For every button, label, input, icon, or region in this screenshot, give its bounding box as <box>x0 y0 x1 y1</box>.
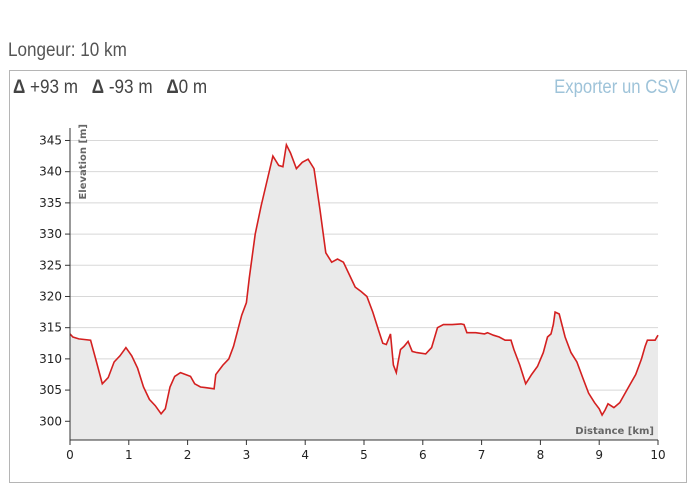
x-tick-label: 6 <box>419 448 427 462</box>
delta-icon: Δ <box>91 77 105 98</box>
delta-icon: Δ <box>13 77 26 98</box>
y-tick-label: 300 <box>39 414 62 428</box>
export-csv-link[interactable]: Exporter un CSV <box>554 77 680 98</box>
x-tick-label: 10 <box>650 448 665 462</box>
y-tick-label: 320 <box>39 289 62 303</box>
chart-axes <box>65 128 659 445</box>
x-tick-label: 1 <box>125 448 133 462</box>
x-tick-label: 2 <box>184 448 192 462</box>
y-tick-label: 315 <box>39 321 62 335</box>
x-axis-title: Distance [km] <box>575 426 654 437</box>
y-tick-label: 340 <box>39 165 62 179</box>
elevation-gain: Δ +93 m <box>13 77 78 98</box>
elevation-panel: Δ +93 m Δ -93 m Δ0 m Exporter un CSV <box>9 70 687 483</box>
x-tick-label: 8 <box>537 448 545 462</box>
y-tick-label: 330 <box>39 227 62 241</box>
elevation-line <box>69 142 659 417</box>
elevation-loss-value: -93 m <box>108 77 153 98</box>
x-tick-label: 0 <box>66 448 74 462</box>
route-length: Longeur: 10 km <box>8 40 127 61</box>
elevation-area <box>70 144 658 441</box>
y-tick-label: 310 <box>39 352 62 366</box>
x-tick-label: 3 <box>243 448 251 462</box>
elevation-net: Δ0 m <box>166 77 207 98</box>
y-tick-label: 345 <box>39 133 62 147</box>
delta-icon: Δ <box>166 77 179 98</box>
elevation-loss: Δ -93 m <box>92 77 153 98</box>
y-axis-title: Elevation [m] <box>78 124 89 200</box>
y-tick-label: 325 <box>39 258 62 272</box>
y-tick-label: 335 <box>39 196 62 210</box>
x-tick-label: 7 <box>478 448 486 462</box>
x-tick-label: 5 <box>360 448 368 462</box>
elevation-stats: Δ +93 m Δ -93 m Δ0 m <box>13 77 216 99</box>
elevation-net-value: 0 m <box>178 77 208 98</box>
x-tick-label: 9 <box>595 448 603 462</box>
elevation-gain-value: +93 m <box>30 77 79 98</box>
x-tick-label: 4 <box>301 448 309 462</box>
y-tick-label: 305 <box>39 383 62 397</box>
